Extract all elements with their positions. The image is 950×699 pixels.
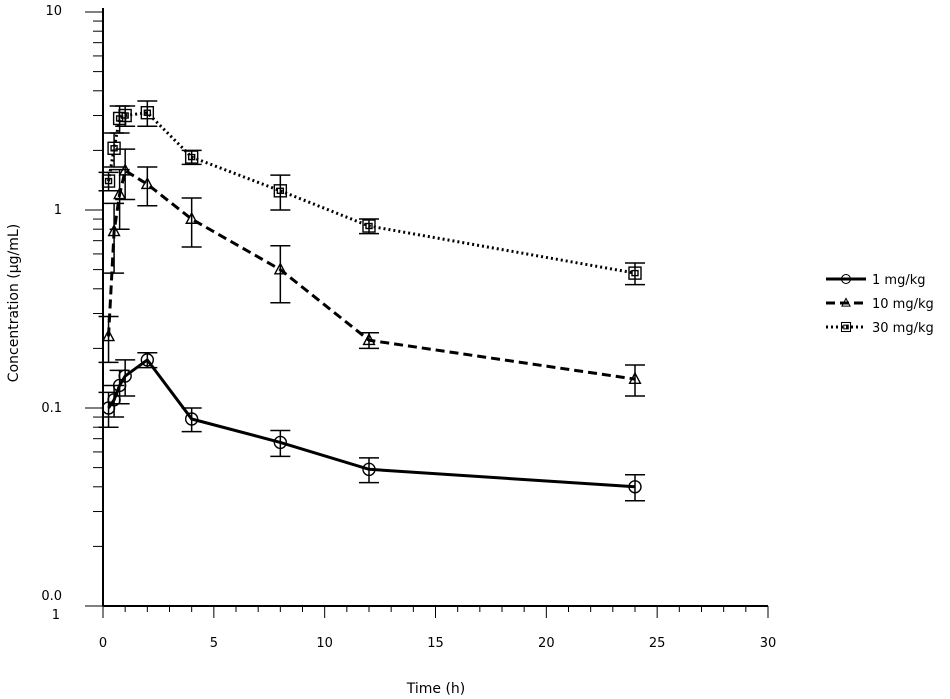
error-bar [359,218,379,235]
circle-marker [840,273,852,285]
triangle-marker [185,211,199,224]
triangle-marker [118,163,132,176]
error-bar [137,100,158,127]
square-marker [840,321,852,333]
series-circle [98,352,645,502]
series-layer [98,100,645,502]
legend-item: 30 mg/kg [826,321,934,336]
square-marker-inner [110,145,118,152]
triangle-marker [628,371,642,384]
legend-item: 1 mg/kg [826,273,925,288]
square-marker [101,174,116,188]
error-bar [270,429,291,458]
square-marker-inner [365,222,373,230]
square-marker [184,150,199,164]
error-bar [181,149,202,166]
triangle-marker [107,223,121,237]
legend-label: 10 mg/kg [872,297,934,312]
x-tick-label: 20 [538,636,555,651]
square-marker [140,106,155,120]
square-marker-outer [140,106,155,120]
square-marker-inner [104,177,113,185]
x-tick-label: 25 [649,636,666,651]
square-marker-inner [187,153,196,161]
legend-item: 10 mg/kg [826,297,934,312]
error-bar [625,364,645,397]
x-tick-label: 15 [427,636,444,651]
legend-marker [840,273,852,285]
square-marker [273,184,288,198]
y-axis-title: Concentration (µg/mL) [6,224,22,382]
error-bar [359,457,379,484]
circle-marker [362,462,376,477]
legend-label: 1 mg/kg [872,273,925,288]
square-marker-inner [276,187,285,195]
error-bar [98,315,119,364]
triangle-marker [113,186,127,200]
legend-label: 30 mg/kg [872,321,934,336]
triangle-marker [101,328,116,342]
axes: 0.0 1 0.1 1 10 0 5 10 15 20 25 30 [41,4,776,651]
circle-marker [184,412,199,426]
triangle-marker [140,176,154,190]
error-bar [270,174,291,211]
error-bar [104,202,125,274]
square-marker [362,219,376,233]
x-tick-label: 10 [316,636,333,651]
triangle-marker [841,297,851,307]
square-marker-outer [628,266,642,280]
square-marker [118,108,132,123]
series-line [107,168,636,381]
square-marker-outer [101,174,116,188]
error-bar [115,359,136,397]
legend-marker [840,321,852,333]
series-triangle [98,148,645,397]
square-marker-outer [107,141,121,155]
x-tick-label: 5 [210,636,218,651]
legend-marker [841,297,851,307]
x-tick-label: 0 [99,636,107,651]
error-bar [625,262,645,286]
circle-marker [273,435,288,450]
square-marker-inner [121,112,129,119]
square-marker [107,141,121,155]
square-marker-inner [631,269,639,277]
square-marker-outer [273,184,288,198]
square-marker-inner [143,109,152,116]
square-marker-outer [118,108,132,123]
x-tick-label: 30 [760,636,777,651]
error-bar [104,384,125,418]
error-bar [625,474,645,502]
square-marker-inner [843,324,849,330]
triangle-marker [273,262,287,275]
legend: 1 mg/kg 10 mg/kg 30 mg/kg [826,273,934,336]
circle-marker [140,353,155,367]
y-tick-label: 0.1 [41,401,62,416]
y-tick-label: 0.0 1 [41,589,62,623]
y-tick-label: 10 [45,4,62,19]
square-marker-outer [362,219,376,233]
circle-marker [118,369,132,383]
error-bar [104,132,125,168]
square-marker-outer [184,150,199,164]
error-bar [137,166,158,207]
triangle-marker [362,332,376,346]
error-bar [181,197,202,248]
error-bar [181,407,202,433]
y-tick-label: 1 [54,203,62,218]
series-square [98,100,645,286]
x-axis-title: Time (h) [406,681,466,697]
series-line [107,111,636,275]
circle-marker [628,480,642,494]
error-bar [137,352,158,369]
square-marker-outer [840,321,852,333]
square-marker [628,266,642,280]
